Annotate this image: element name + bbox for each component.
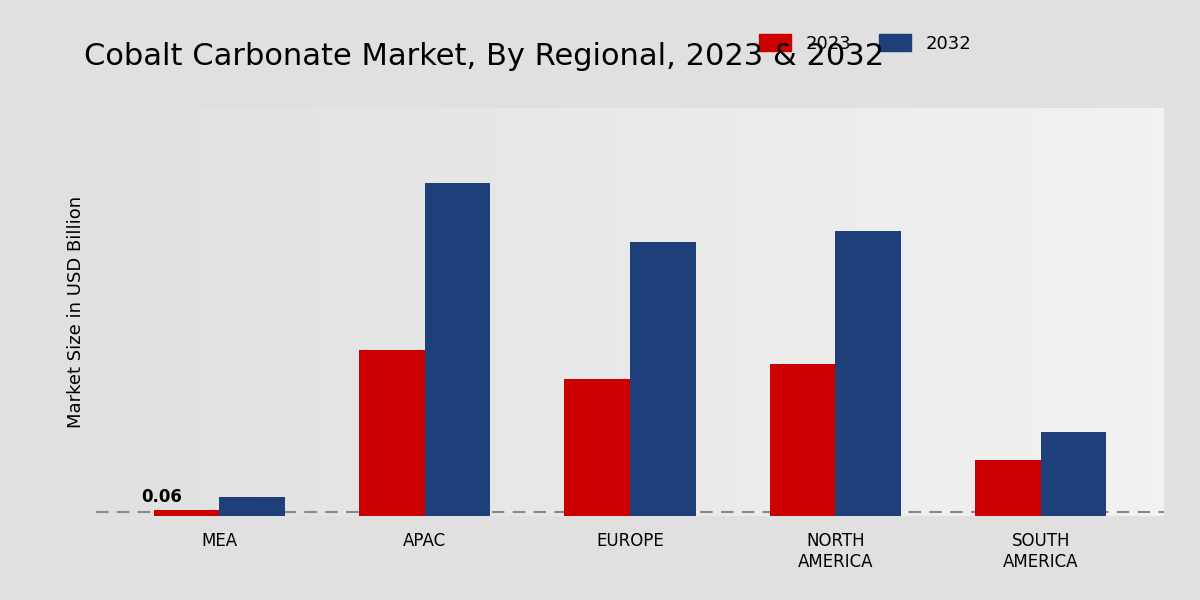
Bar — [220, 497, 284, 516]
Bar — [564, 379, 630, 516]
Bar — [154, 509, 220, 516]
Text: Cobalt Carbonate Market, By Regional, 2023 & 2032: Cobalt Carbonate Market, By Regional, 20… — [84, 42, 884, 71]
Bar — [1040, 432, 1106, 516]
Bar — [835, 232, 901, 516]
Bar — [769, 364, 835, 516]
Bar — [359, 350, 425, 516]
Bar — [425, 183, 491, 516]
Legend: 2023, 2032: 2023, 2032 — [751, 27, 978, 60]
Bar — [630, 242, 696, 516]
Text: 0.06: 0.06 — [142, 488, 182, 506]
Y-axis label: Market Size in USD Billion: Market Size in USD Billion — [67, 196, 85, 428]
Bar — [976, 460, 1040, 516]
